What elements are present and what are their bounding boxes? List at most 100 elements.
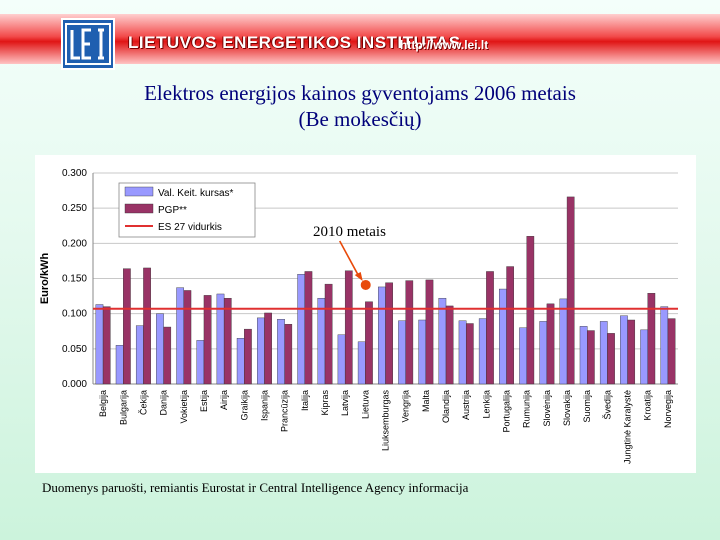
annotation-marker (360, 279, 371, 290)
bar-exchange-rate (478, 318, 487, 385)
bar-exchange-rate (216, 293, 225, 385)
y-tick-label: 0.300 (62, 168, 87, 179)
bar-exchange-rate (438, 297, 447, 385)
x-tick-label: Rumunija (522, 390, 532, 428)
y-tick-label: 0.250 (62, 203, 87, 214)
bar-exchange-rate (579, 326, 588, 385)
bar-exchange-rate (317, 297, 326, 385)
annotation-label: 2010 metais (313, 224, 386, 240)
bar-ppp (102, 306, 111, 385)
x-tick-label: Norvegija (663, 390, 673, 428)
x-tick-label: Liuksemburgas (381, 390, 391, 452)
x-tick-label: Kroatija (643, 390, 653, 421)
chart-subtitle: (Be mokesčių) (298, 107, 422, 131)
x-tick-label: Prancūzija (280, 390, 290, 432)
x-tick-label: Olandija (441, 390, 451, 423)
x-tick-label: Belgija (98, 390, 108, 417)
bar-ppp (425, 279, 434, 385)
institute-name: LIETUVOS ENERGETIKOS INSTITUTAS (128, 33, 461, 52)
bar-ppp (365, 301, 373, 385)
bar-exchange-rate (378, 286, 386, 385)
annotation-arrow (339, 240, 361, 279)
bar-ppp (183, 290, 192, 385)
bar-ppp (344, 270, 353, 385)
x-tick-label: Airija (219, 390, 229, 410)
y-tick-label: 0.100 (62, 309, 87, 320)
bar-exchange-rate (599, 321, 608, 385)
bar-exchange-rate (337, 334, 346, 385)
bar-exchange-rate (297, 274, 306, 385)
bar-ppp (627, 319, 636, 385)
x-tick-label: Vokietija (179, 390, 189, 424)
legend-label: ES 27 vidurkis (158, 222, 222, 233)
legend-label: Val. Keit. kursas* (158, 188, 234, 199)
x-tick-label: Graikija (239, 390, 249, 421)
lei-logo-icon (61, 18, 115, 70)
x-tick-label: Slovėnija (542, 390, 552, 427)
bar-ppp (284, 324, 293, 385)
header-band (0, 14, 720, 64)
y-tick-label: 0.150 (62, 274, 87, 285)
x-tick-label: Bulgarija (118, 390, 128, 425)
bar-exchange-rate (156, 313, 164, 385)
bar-exchange-rate (95, 304, 104, 385)
x-tick-label: Kipras (320, 390, 330, 416)
bar-ppp (486, 271, 494, 385)
bar-exchange-rate (196, 340, 205, 385)
x-tick-label: Italija (300, 390, 310, 411)
bar-ppp (647, 293, 656, 385)
x-tick-label: Latvija (340, 390, 350, 416)
x-tick-label: Slovakija (562, 390, 572, 426)
x-tick-label: Portugalija (502, 390, 512, 433)
bar-ppp (143, 267, 151, 385)
bar-ppp (304, 271, 313, 385)
x-tick-label: Ispanija (259, 390, 269, 421)
bar-ppp (264, 312, 272, 385)
bar-ppp (244, 328, 252, 385)
bar-ppp (465, 323, 474, 385)
chart-title: Elektros energijos kainos gyventojams 20… (144, 81, 576, 105)
bar-ppp (385, 282, 393, 385)
bar-ppp (203, 295, 212, 385)
x-tick-label: Suomija (582, 390, 592, 423)
bar-ppp (223, 297, 232, 385)
bar-ppp (324, 283, 333, 385)
x-tick-label: Čekija (138, 390, 148, 415)
bar-ppp (123, 268, 131, 385)
bar-ppp (506, 266, 514, 385)
bar-ppp (405, 280, 414, 385)
bar-exchange-rate (559, 298, 568, 385)
y-tick-label: 0.050 (62, 344, 87, 355)
bar-exchange-rate (660, 306, 669, 385)
legend-swatch (124, 186, 154, 197)
bar-ppp (163, 326, 172, 385)
bar-exchange-rate (458, 320, 467, 385)
bar-exchange-rate (135, 325, 144, 385)
bar-ppp (546, 303, 555, 385)
bar-exchange-rate (539, 321, 548, 385)
bar-exchange-rate (176, 287, 184, 385)
bar-exchange-rate (640, 329, 648, 385)
x-tick-label: Vengrija (401, 390, 411, 423)
bar-exchange-rate (620, 315, 628, 385)
bar-ppp (607, 333, 615, 385)
y-tick-label: 0.000 (62, 379, 87, 390)
y-tick-label: 0.200 (62, 238, 87, 249)
x-tick-label: Švedija (602, 390, 612, 420)
bar-ppp (526, 236, 535, 385)
bar-exchange-rate (277, 319, 285, 385)
bar-exchange-rate (357, 341, 366, 385)
bar-ppp (587, 330, 595, 385)
bar-exchange-rate (499, 288, 507, 385)
x-tick-label: Lietuva (360, 390, 370, 419)
x-tick-label: Estija (199, 390, 209, 412)
x-tick-label: Jungtinė Karalystė (623, 390, 633, 464)
site-url[interactable]: http://www.lei.lt (400, 38, 489, 52)
legend-swatch (124, 203, 154, 214)
bar-ppp (566, 196, 575, 385)
x-tick-label: Danija (159, 390, 169, 416)
bar-exchange-rate (115, 345, 124, 385)
x-tick-label: Austrija (461, 390, 471, 420)
bar-exchange-rate (519, 327, 527, 385)
x-tick-label: Lenkija (481, 390, 491, 419)
